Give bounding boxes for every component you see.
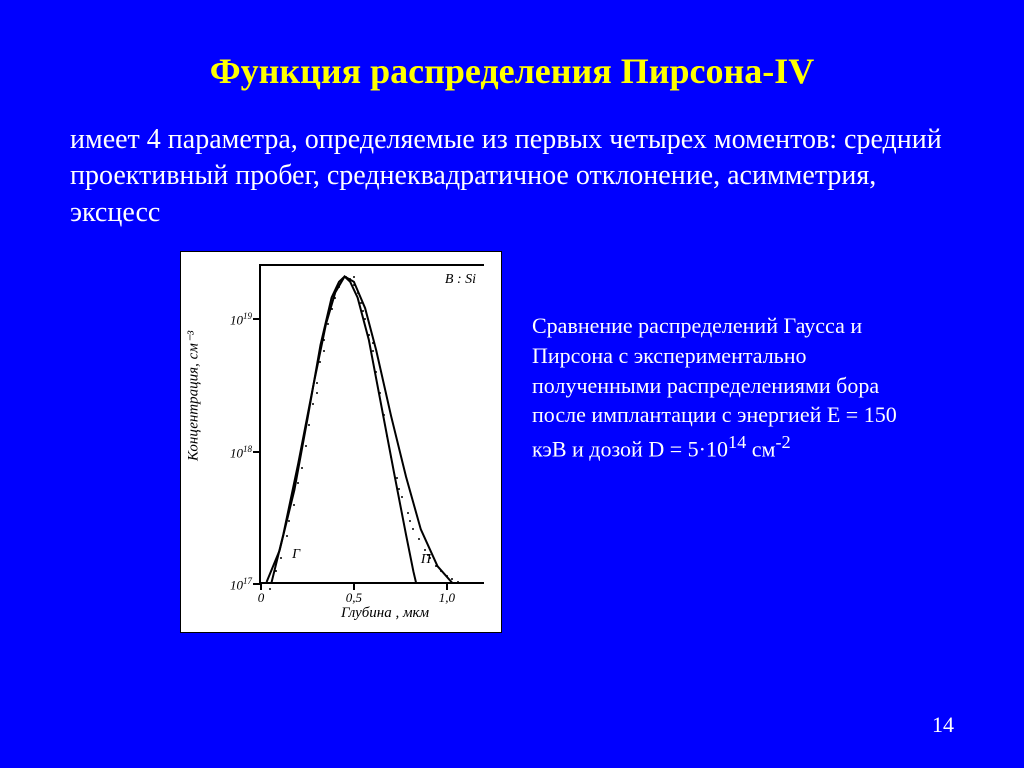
data-point xyxy=(407,512,409,514)
data-point xyxy=(331,308,333,310)
x-tick-label: 0 xyxy=(258,590,265,606)
data-point xyxy=(312,403,314,405)
chart-caption: Сравнение распределений Гаусса и Пирсона… xyxy=(532,251,932,464)
data-point xyxy=(353,276,355,278)
caption-unit: см xyxy=(746,436,775,461)
caption-text: Сравнение распределений Гаусса и Пирсона… xyxy=(532,313,897,461)
x-tick-label: 1,0 xyxy=(439,590,455,606)
distribution-chart: Концентрация, см⁻³ B : Si 10171018101900… xyxy=(180,251,502,633)
y-axis-title: Концентрация, см⁻³ xyxy=(184,331,203,461)
data-point xyxy=(396,477,398,479)
y-tick-label: 1017 xyxy=(222,577,252,591)
data-point xyxy=(269,588,271,590)
plot-area: B : Si 10171018101900,51,0ГП xyxy=(259,264,484,584)
data-point xyxy=(368,334,370,336)
data-point xyxy=(301,467,303,469)
data-point xyxy=(372,350,374,352)
y-tick-label: 1019 xyxy=(222,312,252,326)
slide: Функция распределения Пирсона-IV имеет 4… xyxy=(0,0,1024,768)
curves-svg xyxy=(261,266,484,582)
content-row: Концентрация, см⁻³ B : Si 10171018101900… xyxy=(60,251,964,633)
page-number: 14 xyxy=(932,712,954,738)
y-tick xyxy=(253,318,261,320)
data-point xyxy=(288,520,290,522)
caption-exp: 14 xyxy=(728,432,746,452)
x-tick xyxy=(446,582,448,590)
gauss-curve xyxy=(267,277,419,582)
data-point xyxy=(401,496,403,498)
data-point xyxy=(316,382,318,384)
x-tick-label: 0,5 xyxy=(346,590,362,606)
x-axis-title: Глубина , мкм xyxy=(341,605,429,622)
y-tick-label: 1018 xyxy=(222,445,252,459)
data-point xyxy=(372,342,374,344)
pearson-curve xyxy=(268,277,456,582)
gauss-curve-label: Г xyxy=(292,547,300,563)
data-point xyxy=(435,565,437,567)
slide-title: Функция распределения Пирсона-IV xyxy=(60,50,964,92)
body-paragraph: имеет 4 параметра, определяемые из первы… xyxy=(60,122,964,231)
data-point xyxy=(383,414,385,416)
caption-unit-exp: -2 xyxy=(775,432,790,452)
data-point xyxy=(424,549,426,551)
x-tick xyxy=(260,582,262,590)
x-tick xyxy=(353,582,355,590)
pearson-curve-label: П xyxy=(421,552,431,568)
data-point xyxy=(357,292,359,294)
y-tick xyxy=(253,451,261,453)
data-point xyxy=(353,284,355,286)
data-point xyxy=(457,581,459,583)
data-point xyxy=(409,520,411,522)
data-point xyxy=(398,488,400,490)
data-point xyxy=(275,570,277,572)
